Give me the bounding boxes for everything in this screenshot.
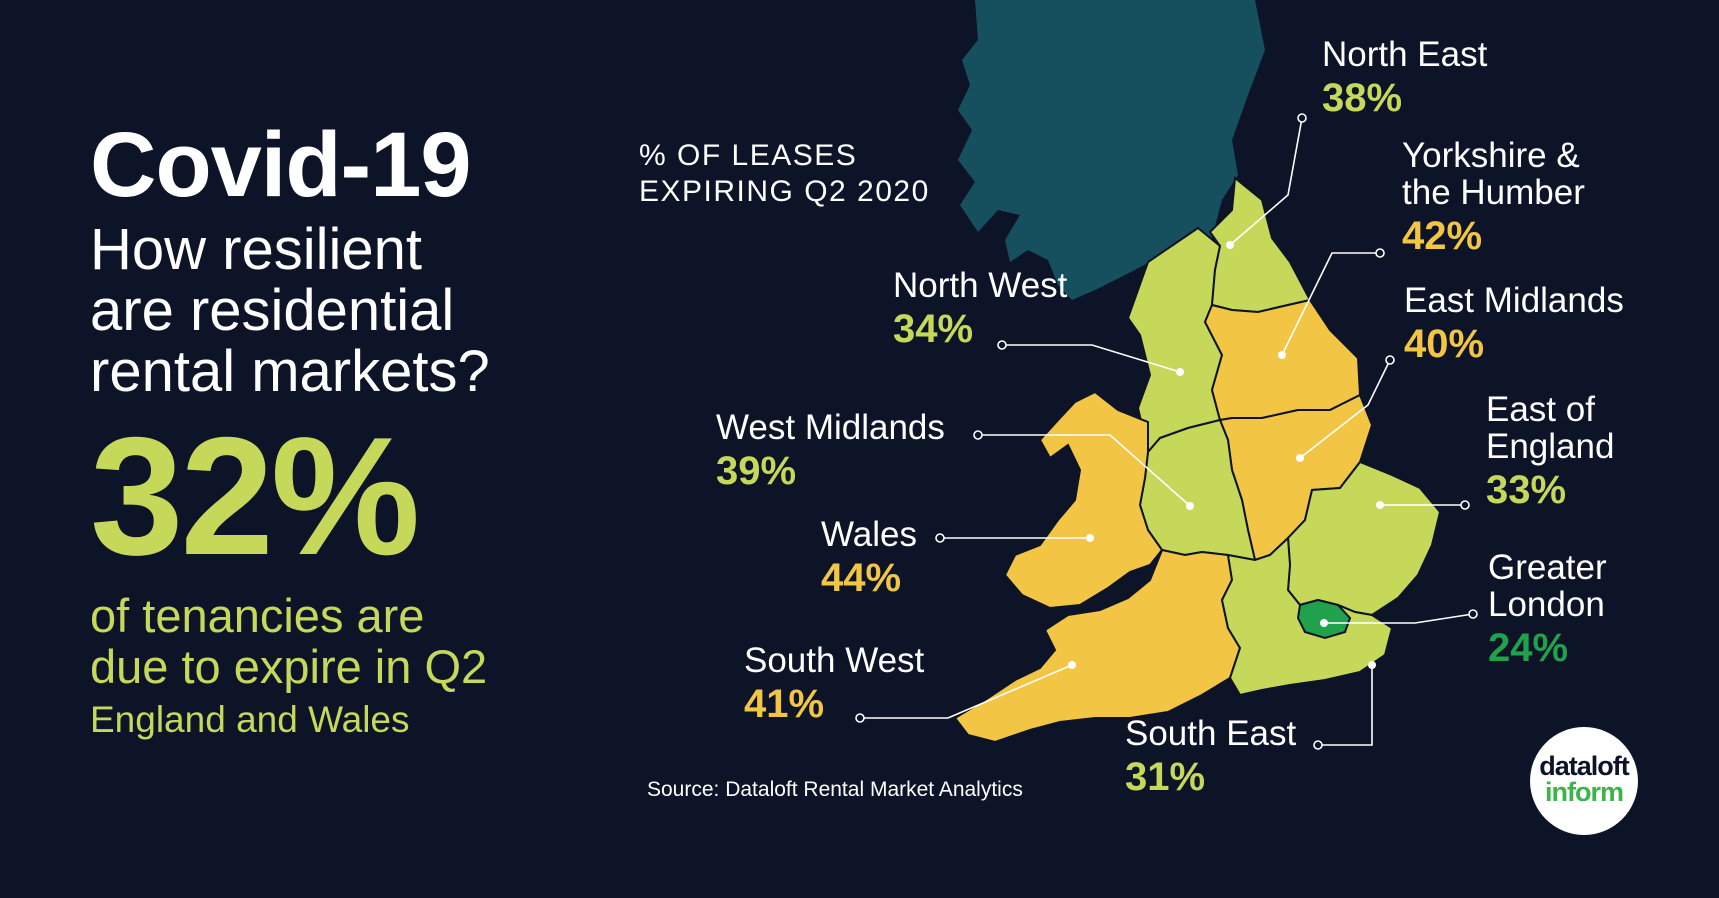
subtitle-line: How resilient [90, 217, 422, 282]
label-south-east: South East 31% [1125, 715, 1296, 802]
region-value: 24% [1488, 626, 1569, 670]
headline-scope: England and Wales [90, 699, 410, 740]
dot-north-west-map [1176, 368, 1184, 376]
headline-text-line: of tenancies are [90, 589, 425, 642]
leader-lines [860, 117, 1474, 746]
region-value: 40% [1404, 322, 1485, 366]
dot-east-of-england-label [1460, 500, 1470, 510]
page-title: Covid-19 [90, 114, 472, 216]
region-name: Wales [821, 515, 917, 554]
region-value: 44% [821, 556, 902, 600]
dot-greater-london-map [1320, 619, 1328, 627]
leader-west-midlands [978, 434, 1191, 507]
label-west-midlands: West Midlands 39% [716, 409, 945, 496]
leader-north-west [1002, 344, 1181, 373]
map-title-line: % OF LEASES [639, 139, 858, 172]
subtitle: How resilient are residential rental mar… [90, 219, 610, 402]
label-wales: Wales 44% [821, 516, 917, 603]
leader-dots [1068, 241, 1384, 669]
label-east-of-england: East of England 33% [1486, 391, 1614, 515]
headline-text-line: due to expire in Q2 [90, 640, 488, 693]
region-name: London [1488, 585, 1605, 624]
dot-yorkshire-map [1278, 351, 1286, 359]
map-title: % OF LEASES EXPIRING Q2 2020 [639, 138, 930, 210]
region-value: 38% [1322, 76, 1403, 120]
headline-value: 32% [90, 402, 420, 590]
leader-south-west [860, 664, 1073, 719]
dot-greater-london-label [1468, 609, 1478, 619]
region-yorkshire [1203, 298, 1362, 422]
dot-west-midlands-label [973, 430, 983, 440]
map-title-line: EXPIRING Q2 2020 [639, 175, 930, 208]
leader-east-midlands [1299, 359, 1391, 459]
region-value: 39% [716, 449, 797, 493]
dot-south-west-label [855, 713, 865, 723]
region-name: Greater [1488, 548, 1607, 587]
dot-north-east-label [1297, 113, 1307, 123]
region-wales [1003, 390, 1164, 610]
region-value: 31% [1125, 755, 1206, 799]
leader-yorkshire [1281, 252, 1380, 356]
region-name: East of [1486, 390, 1595, 429]
region-name: England [1486, 427, 1615, 466]
region-value: 41% [744, 682, 825, 726]
label-south-west: South West 41% [744, 642, 924, 729]
logo-line-1: dataloft [1539, 751, 1630, 781]
dot-south-east-map [1368, 661, 1376, 669]
region-name: Yorkshire & [1402, 136, 1580, 175]
region-north-east [1208, 176, 1312, 314]
region-value: 33% [1486, 468, 1567, 512]
label-north-west: North West 34% [893, 267, 1067, 354]
dot-east-midlands-label [1385, 355, 1395, 365]
region-name: East Midlands [1404, 281, 1624, 320]
dot-wales-map [1086, 534, 1094, 542]
dot-south-east-label [1313, 740, 1323, 750]
region-value: 42% [1402, 214, 1483, 258]
region-name: North West [893, 266, 1068, 305]
region-value: 34% [893, 307, 974, 351]
subtitle-line: rental markets? [90, 339, 490, 404]
logo-line-2: inform [1545, 777, 1624, 807]
leader-north-east [1229, 117, 1303, 246]
scotland-shape [958, 0, 1265, 300]
leader-end-dots [855, 113, 1478, 750]
dot-north-west-label [997, 340, 1007, 350]
leader-south-east [1318, 665, 1373, 746]
region-name: the Humber [1402, 173, 1585, 212]
dot-east-of-england-map [1376, 501, 1384, 509]
leader-greater-london [1324, 613, 1474, 624]
dot-north-east-map [1226, 241, 1234, 249]
label-north-east: North East 38% [1322, 36, 1487, 123]
dot-south-west-map [1068, 661, 1076, 669]
label-greater-london: Greater London 24% [1488, 549, 1607, 673]
region-name: South West [744, 641, 925, 680]
headline-text: of tenancies are due to expire in Q2 [90, 590, 610, 692]
region-name: North East [1322, 35, 1488, 74]
headline-panel: Covid-19 How resilient are residential r… [90, 115, 610, 742]
subtitle-line: are residential [90, 278, 455, 343]
region-name: South East [1125, 714, 1297, 753]
dot-yorkshire-label [1375, 248, 1385, 258]
dot-west-midlands-map [1186, 502, 1194, 510]
dot-east-midlands-map [1296, 454, 1304, 462]
region-name: West Midlands [716, 408, 945, 447]
dataloft-logo: dataloft inform [1530, 727, 1638, 835]
dot-wales-label [935, 533, 945, 543]
label-yorkshire: Yorkshire & the Humber 42% [1402, 137, 1585, 261]
source-note: Source: Dataloft Rental Market Analytics [647, 778, 1023, 801]
label-east-midlands: East Midlands 40% [1404, 282, 1624, 369]
